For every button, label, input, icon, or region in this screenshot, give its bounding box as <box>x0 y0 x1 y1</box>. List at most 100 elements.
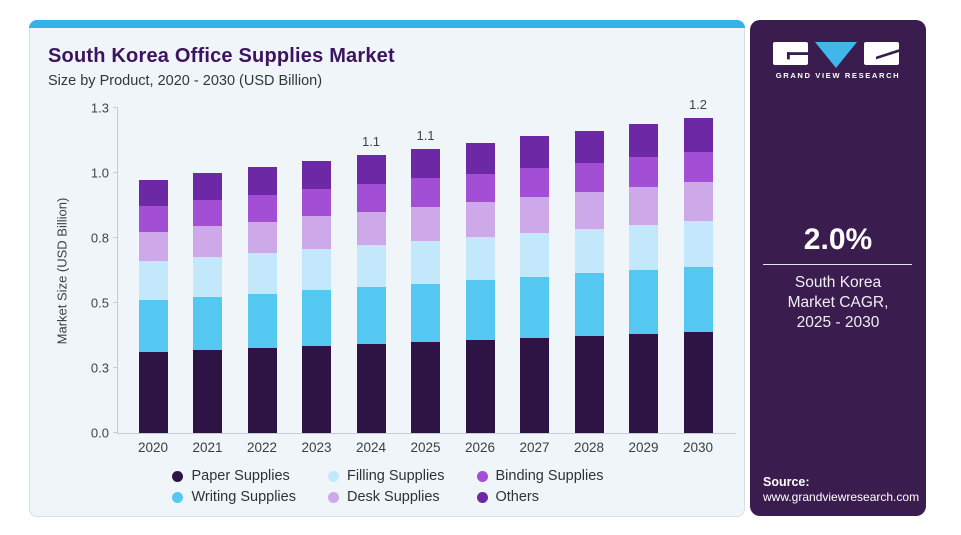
bar-segment <box>574 162 604 193</box>
bar-segment <box>465 201 495 238</box>
bar-segment <box>574 192 604 230</box>
source-url: www.grandviewresearch.com <box>763 490 920 504</box>
divider <box>763 264 912 265</box>
bar-segment <box>302 290 331 347</box>
bar-2024 <box>356 155 386 433</box>
bar-segment <box>193 173 222 200</box>
accent-strip <box>29 20 745 28</box>
y-tick-label: 1.0 <box>90 165 109 181</box>
bar-segment <box>520 167 549 197</box>
bar-segment <box>193 297 222 351</box>
gvr-logo-icon: GRAND VIEW RESEARCH <box>773 42 900 80</box>
x-tick-label: 2025 <box>410 440 441 455</box>
y-tick-mark <box>113 172 118 173</box>
bar-segment <box>356 184 386 212</box>
bar-segment <box>520 276 549 338</box>
bar-segment <box>138 300 168 353</box>
bar-segment <box>629 270 658 334</box>
bar-segment <box>193 257 222 298</box>
bar-segment <box>247 253 277 294</box>
bar-segment <box>629 157 658 187</box>
y-tick-mark <box>113 432 118 433</box>
bar-segment <box>520 136 549 168</box>
chart-subtitle: Size by Product, 2020 - 2030 (USD Billio… <box>48 73 323 89</box>
x-tick-label: 2022 <box>246 440 278 455</box>
bar-segment <box>411 206 440 242</box>
bar-2030 <box>683 118 713 433</box>
bar-segment <box>411 148 440 179</box>
bar-segment <box>574 273 604 336</box>
bar-segment <box>465 280 495 340</box>
bar-segment <box>411 241 440 284</box>
bar-segment <box>629 225 658 270</box>
legend-label: Desk Supplies <box>346 489 440 505</box>
bar-segment <box>356 211 386 246</box>
chart-legend: Paper Supplies Filling Supplies Binding Su… <box>30 468 746 505</box>
bar-segment <box>138 205 168 232</box>
bar-segment <box>411 283 440 342</box>
bar-segment <box>302 189 331 217</box>
y-tick-mark <box>113 367 118 368</box>
bar-segment <box>465 339 495 433</box>
brand-panel: GRAND VIEW RESEARCH 2.0% South Korea Mar… <box>750 20 926 516</box>
bar-segment <box>683 221 713 267</box>
x-tick-label: 2030 <box>682 440 714 455</box>
bar-2028 <box>574 130 604 433</box>
grand-view-research-logo: GRAND VIEW RESEARCH <box>750 41 926 86</box>
bar-segment <box>302 249 331 291</box>
bar-value-label: 1.1 <box>361 134 381 150</box>
chart-title: South Korea Office Supplies Market <box>48 45 395 67</box>
bar-segment <box>465 142 495 174</box>
legend-dot-icon <box>476 470 488 482</box>
x-tick-label: 2020 <box>137 440 169 455</box>
legend-dot-icon <box>327 491 339 503</box>
bar-segment <box>302 346 331 433</box>
bar-segment <box>302 160 331 190</box>
cagr-caption: South Korea Market CAGR, 2025 - 2030 <box>750 273 926 333</box>
legend-label: Paper Supplies <box>191 468 290 484</box>
legend-item: Others <box>476 489 604 505</box>
y-tick-label: 0.8 <box>90 230 109 246</box>
bar-2023 <box>302 160 331 433</box>
legend-item: Paper Supplies <box>172 468 296 484</box>
bar-segment <box>574 130 604 163</box>
bar-segment <box>247 348 277 433</box>
bar-segment <box>247 293 277 349</box>
y-tick-label: 0.0 <box>90 425 109 441</box>
source-label: Source: <box>763 475 810 489</box>
bar-segment <box>138 231 168 262</box>
bar-segment <box>247 167 277 195</box>
bar-segment <box>574 229 604 274</box>
legend-label: Others <box>495 489 540 505</box>
legend-label: Filling Supplies <box>346 468 445 484</box>
bar-segment <box>683 118 713 153</box>
bar-segment <box>520 196 549 234</box>
bar-segment <box>411 342 440 433</box>
legend-dot-icon <box>476 491 488 503</box>
bar-segment <box>629 124 658 158</box>
cagr-caption-line: 2025 - 2030 <box>796 314 880 331</box>
bar-segment <box>356 155 386 185</box>
y-axis-label: Market Size (USD Billion) <box>54 197 70 344</box>
bar-2020 <box>138 179 168 433</box>
legend-label: Writing Supplies <box>191 489 296 505</box>
bar-2022 <box>247 167 277 433</box>
legend-label: Binding Supplies <box>495 468 604 484</box>
bar-segment <box>683 266 713 332</box>
x-tick-label: 2024 <box>355 440 387 455</box>
bar-segment <box>193 226 222 258</box>
bar-segment <box>411 178 440 207</box>
legend-dot-icon <box>172 491 184 503</box>
legend-item: Desk Supplies <box>327 489 445 505</box>
cagr-value: 2.0% <box>803 223 873 256</box>
legend-dot-icon <box>327 470 339 482</box>
logo-wordmark: GRAND VIEW RESEARCH <box>776 71 900 80</box>
source-note: Source: www.grandviewresearch.com <box>763 475 919 505</box>
legend-item: Binding Supplies <box>476 468 604 484</box>
x-tick-label: 2023 <box>301 440 332 455</box>
bar-segment <box>629 186 658 226</box>
x-tick-label: 2027 <box>519 440 550 455</box>
bar-segment <box>574 335 604 433</box>
bar-segment <box>683 152 713 183</box>
